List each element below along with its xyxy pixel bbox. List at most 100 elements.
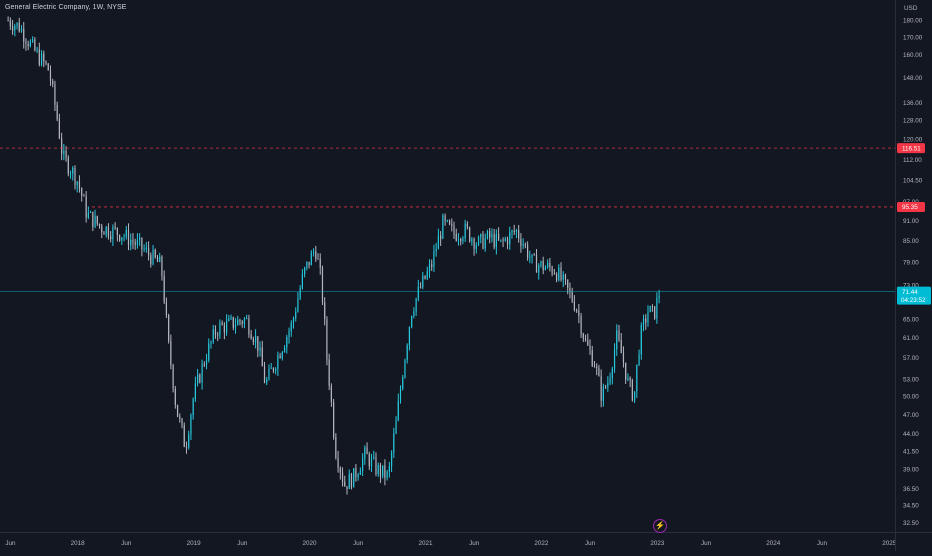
candle-body: [159, 256, 161, 262]
candle-body: [52, 81, 54, 84]
candle-body: [181, 418, 183, 426]
candle-body: [555, 273, 558, 281]
candle-body: [266, 379, 268, 383]
candle-body: [587, 340, 589, 346]
price-tick-label: 120.00: [903, 137, 923, 144]
candle-body: [475, 245, 477, 249]
candle-body: [63, 150, 65, 154]
candle-body: [147, 247, 150, 256]
candle-body: [170, 341, 172, 366]
chart-plot-area[interactable]: [0, 0, 895, 532]
price-axis[interactable]: USD 180.00 170.00 160.00 148.00 136.00 128.00 1…: [895, 0, 932, 532]
candle-body: [199, 374, 201, 383]
price-tick-label: 73.00: [903, 283, 919, 290]
candle-body: [132, 240, 134, 243]
candle-body: [460, 239, 462, 241]
candlestick-plot[interactable]: [0, 0, 895, 532]
candle-body: [183, 425, 185, 447]
candle-body: [250, 334, 252, 339]
candle-body: [522, 244, 524, 246]
lightning-icon[interactable]: ⚡: [653, 519, 667, 533]
candle-body: [511, 230, 513, 233]
candle-body: [453, 225, 455, 234]
candle-body: [551, 267, 553, 274]
price-tick-label: 91.00: [903, 218, 919, 225]
candle-body: [118, 234, 121, 241]
candle-body: [444, 215, 446, 221]
candle-body: [87, 212, 89, 218]
candle-body: [194, 383, 196, 400]
price-tick-label: 57.00: [903, 355, 919, 362]
candle-body: [152, 249, 154, 265]
candle-body: [582, 333, 584, 339]
candle-body: [593, 365, 596, 367]
candle-body: [161, 256, 163, 276]
candle-body: [165, 301, 168, 316]
time-tick-label: Jun: [469, 540, 480, 547]
price-tick-label: 180.00: [903, 18, 923, 25]
candle-body: [504, 238, 506, 241]
candle-body: [174, 388, 176, 405]
candle-body: [346, 486, 348, 490]
candle-body: [411, 316, 413, 328]
candle-body: [324, 302, 326, 320]
candle-body: [330, 385, 332, 403]
candle-body: [397, 400, 399, 421]
candle-body: [234, 325, 237, 328]
price-tick-label: 34.50: [903, 503, 919, 510]
price-tick-label: 79.00: [903, 259, 919, 266]
candle-body: [85, 196, 87, 218]
candle-body: [78, 181, 81, 189]
candle-body: [442, 215, 444, 239]
candle-body: [134, 242, 136, 245]
candle-body: [43, 53, 45, 62]
candle-body: [168, 315, 170, 342]
candle-body: [16, 22, 18, 26]
candle-body: [246, 318, 248, 320]
candle-body: [76, 181, 78, 186]
last-price-tag-text: 71.44: [902, 289, 918, 296]
candle-body: [69, 173, 72, 175]
price-tick-label: 61.00: [903, 335, 919, 342]
candle-body: [364, 447, 366, 459]
candle-body: [529, 257, 531, 259]
time-tick-label: Jun: [701, 540, 712, 547]
candle-body: [306, 261, 308, 268]
candle-body: [518, 230, 520, 239]
candle-body: [580, 316, 582, 334]
price-axis-labels: USD 180.00 170.00 160.00 148.00 136.00 128.00 1…: [897, 5, 931, 527]
candle-body: [645, 318, 647, 323]
candle-body: [20, 28, 23, 32]
price-tick-label: 136.00: [903, 100, 923, 107]
price-tick-label: 65.00: [903, 317, 919, 324]
candle-body: [192, 399, 194, 416]
candle-body: [567, 279, 569, 288]
candle-body: [221, 323, 223, 325]
price-tick-label: 39.00: [903, 467, 919, 474]
candle-body: [252, 338, 254, 342]
price-tick-label: 104.50: [903, 177, 923, 184]
candle-body: [237, 319, 239, 326]
candle-body: [382, 465, 384, 477]
candle-body: [573, 301, 576, 310]
price-tick-label: 47.00: [903, 412, 919, 419]
price-tick-label: 41.50: [903, 448, 919, 455]
candle-body: [172, 365, 174, 389]
candle-body: [451, 224, 453, 226]
candle-body: [18, 22, 20, 32]
candle-body: [226, 320, 228, 333]
candle-body: [649, 306, 651, 313]
candle-body: [154, 249, 156, 258]
time-axis[interactable]: Jun 2018 Jun 2019 Jun 2020 Jun 2021 Jun 2022 Jun 20…: [0, 532, 897, 551]
candle-body: [241, 321, 243, 324]
candle-body: [373, 457, 375, 459]
time-tick-label: 2022: [534, 540, 549, 547]
candle-body: [333, 402, 335, 437]
candle-body: [377, 465, 379, 475]
candle-body: [616, 330, 618, 350]
candle-body: [286, 337, 288, 348]
candle-body: [480, 234, 482, 238]
candle-body: [67, 157, 69, 174]
candle-body: [176, 404, 179, 417]
candle-body: [549, 262, 551, 268]
